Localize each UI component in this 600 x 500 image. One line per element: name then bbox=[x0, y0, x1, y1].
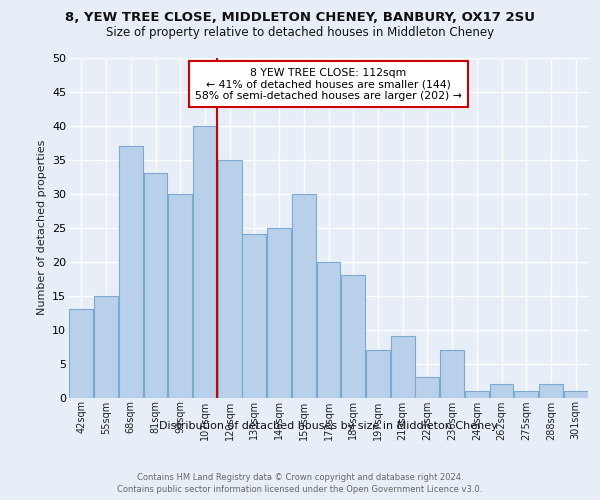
Bar bbox=[317, 262, 340, 398]
Bar bbox=[119, 146, 143, 398]
Bar bbox=[341, 275, 365, 398]
Bar bbox=[366, 350, 390, 398]
Bar bbox=[563, 390, 587, 398]
Bar bbox=[514, 390, 538, 398]
Bar bbox=[490, 384, 514, 398]
Text: Size of property relative to detached houses in Middleton Cheney: Size of property relative to detached ho… bbox=[106, 26, 494, 39]
Bar bbox=[267, 228, 291, 398]
Text: Distribution of detached houses by size in Middleton Cheney: Distribution of detached houses by size … bbox=[160, 421, 498, 431]
Bar bbox=[193, 126, 217, 398]
Text: 8 YEW TREE CLOSE: 112sqm
← 41% of detached houses are smaller (144)
58% of semi-: 8 YEW TREE CLOSE: 112sqm ← 41% of detach… bbox=[195, 68, 462, 101]
Text: 8, YEW TREE CLOSE, MIDDLETON CHENEY, BANBURY, OX17 2SU: 8, YEW TREE CLOSE, MIDDLETON CHENEY, BAN… bbox=[65, 11, 535, 24]
Bar bbox=[94, 296, 118, 398]
Bar bbox=[242, 234, 266, 398]
Bar bbox=[70, 309, 94, 398]
Bar bbox=[168, 194, 192, 398]
Bar bbox=[292, 194, 316, 398]
Bar bbox=[465, 390, 489, 398]
Bar bbox=[218, 160, 242, 398]
Bar bbox=[391, 336, 415, 398]
Y-axis label: Number of detached properties: Number of detached properties bbox=[37, 140, 47, 315]
Bar bbox=[539, 384, 563, 398]
Bar bbox=[143, 173, 167, 398]
Bar bbox=[440, 350, 464, 398]
Bar bbox=[415, 377, 439, 398]
Text: Contains HM Land Registry data © Crown copyright and database right 2024.
Contai: Contains HM Land Registry data © Crown c… bbox=[118, 472, 482, 494]
